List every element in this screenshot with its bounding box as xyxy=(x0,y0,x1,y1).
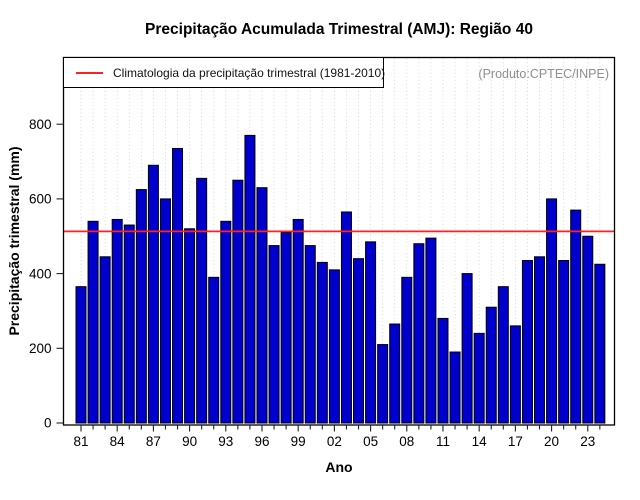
bar-2005 xyxy=(365,241,377,424)
bar-1994 xyxy=(232,179,244,424)
bar-2015 xyxy=(485,306,497,424)
x-tick-label: 05 xyxy=(363,434,378,449)
bar-2002 xyxy=(328,269,340,424)
bar-1990 xyxy=(184,228,196,424)
bar-1992 xyxy=(208,276,220,424)
x-tick-label: 23 xyxy=(580,434,595,449)
bar-2004 xyxy=(353,258,365,424)
bar-2011 xyxy=(437,317,449,424)
bar-1991 xyxy=(196,177,208,424)
bar-1993 xyxy=(220,220,232,424)
bar-2020 xyxy=(546,198,558,424)
legend-box: Climatologia da precipitação trimestral … xyxy=(63,57,386,88)
bar-1985 xyxy=(123,224,135,424)
bar-2022 xyxy=(570,209,582,424)
x-tick-label: 96 xyxy=(254,434,269,449)
x-tick-label: 11 xyxy=(436,434,450,449)
bar-2021 xyxy=(558,260,570,424)
bar-1987 xyxy=(147,164,159,424)
bar-1997 xyxy=(268,245,280,424)
bar-2018 xyxy=(521,260,533,424)
x-tick-label: 90 xyxy=(182,434,197,449)
bar-1983 xyxy=(99,256,111,424)
x-tick-label: 02 xyxy=(327,434,342,449)
bar-2001 xyxy=(316,261,328,424)
bar-2019 xyxy=(534,256,546,424)
bar-1996 xyxy=(256,187,268,424)
bar-2010 xyxy=(425,237,437,424)
bar-1999 xyxy=(292,218,304,424)
bar-1998 xyxy=(280,232,292,424)
x-tick-label: 84 xyxy=(110,434,126,449)
y-tick-label: 0 xyxy=(44,416,52,431)
y-tick-label: 400 xyxy=(29,266,52,281)
x-tick-label: 14 xyxy=(472,434,488,449)
bar-2014 xyxy=(473,332,485,424)
bar-1981 xyxy=(75,286,87,424)
x-tick-label: 87 xyxy=(146,434,161,449)
legend-label: Climatologia da precipitação trimestral … xyxy=(113,65,386,80)
x-axis-title: Ano xyxy=(325,459,353,475)
x-tick-label: 08 xyxy=(399,434,414,449)
bar-2017 xyxy=(509,325,521,424)
y-tick-label: 200 xyxy=(29,341,52,356)
y-tick-label: 600 xyxy=(29,192,52,207)
bar-1988 xyxy=(159,198,171,424)
x-tick-label: 81 xyxy=(73,434,88,449)
bar-1984 xyxy=(111,218,123,424)
y-axis-title: Precipitação trimestral (mm) xyxy=(6,146,22,336)
x-tick-label: 17 xyxy=(508,434,523,449)
y-tick-label: 800 xyxy=(29,117,52,132)
bar-2003 xyxy=(340,211,352,424)
bar-2024 xyxy=(594,263,606,424)
bar-1989 xyxy=(172,147,184,424)
bar-1986 xyxy=(135,189,147,424)
x-tick-label: 20 xyxy=(544,434,559,449)
bar-2023 xyxy=(582,235,594,424)
bar-2016 xyxy=(497,286,509,424)
bar-2013 xyxy=(461,273,473,424)
bar-1982 xyxy=(87,220,99,424)
bar-2007 xyxy=(389,323,401,424)
bar-1995 xyxy=(244,134,256,424)
chart-title: Precipitação Acumulada Trimestral (AMJ):… xyxy=(145,21,533,38)
bar-2009 xyxy=(413,243,425,424)
bar-2000 xyxy=(304,245,316,424)
product-watermark: (Produto:CPTEC/INPE) xyxy=(478,67,609,81)
climatology-line-swatch xyxy=(76,71,103,74)
bar-2006 xyxy=(377,344,389,424)
x-tick-label: 93 xyxy=(218,434,233,449)
x-tick-label: 99 xyxy=(291,434,306,449)
bar-2012 xyxy=(449,351,461,424)
bar-2008 xyxy=(401,276,413,424)
